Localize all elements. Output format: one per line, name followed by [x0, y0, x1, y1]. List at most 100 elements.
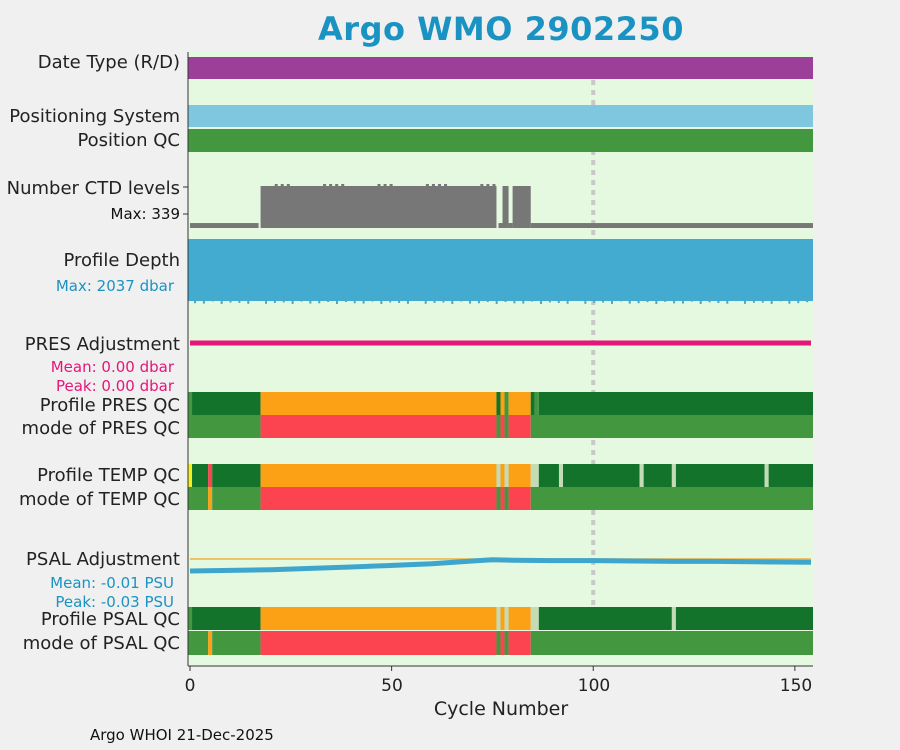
mode-temp-qc-segment	[212, 487, 261, 510]
profile-depth-bar	[469, 300, 472, 304]
ctd-level-bar	[383, 184, 387, 187]
profile-depth-bar	[779, 300, 782, 302]
mode-psal-qc-segment	[504, 631, 509, 655]
mode-psal-qc-segment	[500, 631, 505, 655]
ctd-level-bar	[508, 223, 513, 228]
label-depth-max: Max: 2037 dbar	[55, 277, 174, 295]
profile-depth-bar	[433, 300, 436, 303]
profile-depth-bar	[619, 300, 622, 302]
x-tick-label: 50	[381, 676, 403, 696]
label-profile-depth: Profile Depth	[63, 250, 180, 271]
mode-temp-qc-segment	[530, 487, 813, 510]
mode-pres-qc-segment	[496, 415, 501, 438]
profile-depth-bar	[708, 300, 711, 303]
profile-depth-bar	[788, 300, 791, 304]
profile-depth-bar	[486, 300, 489, 303]
profile-psal-qc-segment	[260, 607, 497, 630]
footer-credit: Argo WHOI 21-Dec-2025	[90, 726, 274, 744]
profile-depth-bar	[761, 300, 764, 303]
mode-psal-qc-segment	[508, 631, 531, 655]
profile-pres-qc-segment	[530, 392, 535, 415]
mode-pres-qc-segment	[188, 415, 261, 438]
profile-depth-bar	[415, 300, 418, 302]
profile-temp-qc-segment	[496, 464, 501, 487]
profile-pres-qc-segment	[260, 392, 497, 415]
mode-pres-qc-segment	[530, 415, 813, 438]
profile-depth-bar	[531, 300, 534, 302]
label-profile-psal-qc: Profile PSAL QC	[40, 609, 180, 630]
ctd-level-bar	[530, 223, 813, 228]
profile-temp-qc-segment	[192, 464, 209, 487]
label-psal-mean: Mean: -0.01 PSU	[50, 574, 174, 592]
x-tick-label: 0	[184, 676, 196, 696]
mode-psal-qc-segment	[208, 631, 213, 655]
ctd-level-bar	[492, 184, 496, 187]
label-mode-pres-qc: mode of PRES QC	[21, 418, 180, 439]
ctd-level-bar	[329, 184, 333, 187]
profile-temp-qc-segment	[260, 464, 497, 487]
profile-temp-qc-segment	[643, 464, 672, 487]
profile-psal-qc-segment	[538, 607, 672, 630]
profile-depth-bar	[735, 300, 738, 302]
profile-depth-bar	[584, 300, 587, 304]
mode-psal-qc-segment	[188, 631, 209, 655]
mode-temp-qc-segment	[208, 487, 213, 510]
profile-depth-bar	[273, 300, 276, 303]
ctd-level-bar	[335, 184, 339, 187]
label-pres-mean: Mean: 0.00 dbar	[50, 358, 174, 376]
profile-depth-bar	[442, 300, 445, 303]
profile-depth-bar	[513, 300, 516, 304]
label-mode-temp-qc: mode of TEMP QC	[18, 489, 180, 510]
profile-depth-bar	[380, 300, 383, 304]
profile-psal-qc-segment	[675, 607, 813, 630]
label-profile-pres-qc: Profile PRES QC	[39, 395, 180, 416]
profile-depth-bar	[726, 300, 729, 304]
ctd-level-bar	[486, 184, 490, 187]
profile-depth-bar	[557, 300, 560, 303]
label-positioning-system: Positioning System	[9, 106, 180, 127]
ctd-level-bar	[498, 223, 503, 228]
label-ctd-max: Max: 339	[110, 205, 180, 223]
ctd-level-bar	[438, 184, 441, 187]
profile-depth-bar	[566, 300, 569, 304]
profile-depth-bar	[673, 300, 676, 304]
profile-psal-qc-segment	[508, 607, 531, 630]
profile-depth-bar	[424, 300, 427, 304]
ctd-level-bar	[512, 186, 531, 228]
profile-depth-bar	[188, 239, 813, 301]
label-psal-adjustment: PSAL Adjustment	[25, 549, 180, 570]
profile-depth-bar	[327, 300, 330, 302]
mode-psal-qc-segment	[530, 631, 813, 655]
profile-depth-bar	[593, 300, 596, 303]
mode-pres-qc-segment	[508, 415, 531, 438]
ctd-level-bar	[323, 184, 327, 187]
mode-temp-qc-segment	[188, 487, 209, 510]
ctd-level-bar	[425, 184, 429, 187]
profile-depth-bar	[353, 300, 356, 304]
profile-depth-bar	[655, 300, 658, 304]
profile-depth-bar	[371, 300, 374, 302]
profile-depth-bar	[664, 300, 667, 302]
profile-temp-qc-segment	[671, 464, 676, 487]
profile-psal-qc-segment	[496, 607, 501, 630]
profile-pres-qc-segment	[500, 392, 505, 415]
profile-depth-bar	[309, 300, 312, 304]
profile-depth-bar	[540, 300, 543, 304]
profile-depth-bar	[797, 300, 800, 304]
position-qc-bar	[188, 129, 813, 152]
profile-depth-bar	[575, 300, 578, 302]
profile-pres-qc-segment	[538, 392, 813, 415]
mode-temp-qc-segment	[496, 487, 501, 510]
profile-depth-bar	[256, 300, 259, 302]
profile-depth-bar	[389, 300, 392, 303]
profile-temp-qc-segment	[768, 464, 813, 487]
profile-temp-qc-segment	[558, 464, 563, 487]
date-type-bar	[188, 57, 813, 79]
mode-psal-qc-segment	[260, 631, 497, 655]
profile-depth-bar	[398, 300, 401, 303]
profile-depth-bar	[806, 300, 809, 303]
profile-depth-bar	[504, 300, 507, 302]
ctd-level-bar	[341, 184, 345, 187]
ctd-level-bar	[502, 186, 509, 228]
label-ctd-levels: Number CTD levels	[6, 178, 180, 199]
